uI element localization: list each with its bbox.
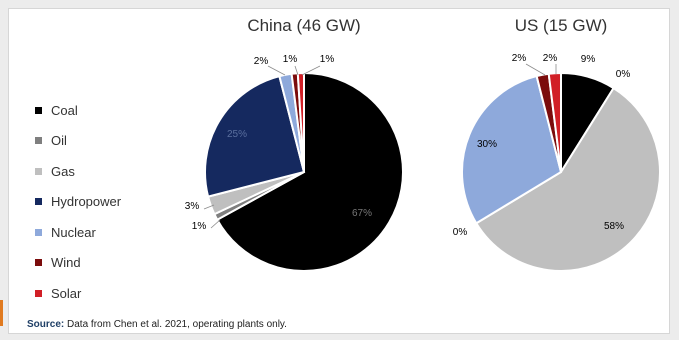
chart-title: China (46 GW) [247, 16, 360, 35]
source-label: Source: [27, 319, 65, 330]
legend-label: Gas [51, 163, 75, 179]
slice-label-gas: 3% [185, 201, 200, 212]
slice-label-coal: 67% [352, 208, 372, 219]
legend-item-hydropower: Hydropower [35, 187, 205, 218]
slice-label-hydropower: 25% [227, 129, 247, 140]
leader-line [267, 65, 286, 76]
slice-label-wind: 1% [283, 54, 298, 65]
legend-swatch [35, 259, 42, 267]
legend-swatch [35, 228, 42, 236]
legend-swatch [35, 167, 42, 175]
legend-swatch [35, 198, 42, 206]
pie-slice-coal [215, 71, 404, 272]
slice-label-nuclear: 30% [477, 139, 497, 150]
slice-label-wind: 2% [512, 53, 527, 64]
source-note: Source: Data from Chen et al. 2021, oper… [27, 319, 287, 330]
slice-label-coal: 9% [581, 54, 596, 65]
legend-item-solar: Solar [35, 278, 205, 309]
leader-line [210, 219, 221, 229]
legend-swatch [35, 289, 42, 297]
pie-slice-hydropower [204, 74, 306, 198]
legend-label: Solar [51, 285, 82, 301]
legend-label: Wind [51, 255, 81, 271]
pie-slice-solar [547, 71, 562, 173]
legend-item-gas: Gas [35, 156, 205, 187]
slice-label-oil: 1% [192, 221, 207, 232]
chart-title: US (15 GW) [515, 16, 608, 35]
legend-label: Nuclear [51, 224, 96, 240]
leader-line [294, 65, 299, 76]
slice-label-hydropower: 0% [453, 227, 468, 238]
legend-swatch [35, 137, 42, 145]
slice-label-gas: 58% [604, 221, 624, 232]
legend-label: Coal [51, 102, 78, 118]
accent-mark [0, 300, 3, 326]
slice-label-solar: 2% [543, 53, 558, 64]
legend-item-wind: Wind [35, 248, 205, 279]
legend-label: Hydropower [51, 194, 122, 210]
legend-label: Oil [51, 133, 67, 149]
slice-label-oil: 0% [616, 69, 631, 80]
leader-line [525, 63, 546, 76]
legend-swatch [35, 106, 42, 114]
leader-line [203, 204, 215, 210]
slice-label-nuclear: 2% [254, 56, 269, 67]
leader-line [301, 65, 321, 76]
legend-item-coal: Coal [35, 95, 205, 126]
pie-slice-gas [474, 86, 661, 272]
legend-item-nuclear: Nuclear [35, 217, 205, 248]
pie-slice-nuclear [461, 74, 563, 225]
slice-label-solar: 1% [320, 54, 335, 65]
chart-legend: Coal Oil Gas Hydropower Nuclear Wind Solar [35, 95, 205, 309]
source-text: Data from Chen et al. 2021, operating pl… [64, 319, 287, 330]
legend-item-oil: Oil [35, 126, 205, 157]
